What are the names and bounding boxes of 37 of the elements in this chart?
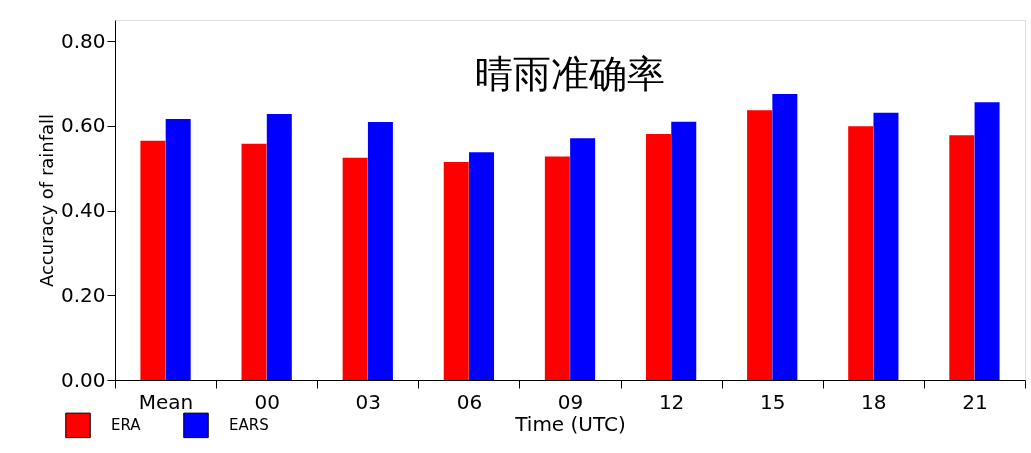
bar bbox=[747, 110, 773, 380]
bar bbox=[671, 121, 697, 380]
bar bbox=[342, 157, 368, 380]
text: 晴雨准确率 bbox=[475, 52, 665, 96]
legend-label: ERA bbox=[111, 416, 142, 435]
bar bbox=[367, 122, 393, 380]
y-tick-label: 0.40 bbox=[60, 198, 106, 223]
x-tick-label: 03 bbox=[355, 389, 381, 414]
bar bbox=[974, 102, 1000, 380]
x-axis-title: Time (UTC) bbox=[514, 411, 626, 436]
x-tick-label: 12 bbox=[658, 389, 685, 414]
bar bbox=[949, 135, 975, 380]
y-tick-label: 0.00 bbox=[60, 367, 106, 392]
x-tick-label: 09 bbox=[557, 389, 584, 414]
x-tick-label: 00 bbox=[254, 389, 280, 414]
bar bbox=[140, 140, 166, 380]
legend-label: EARS bbox=[229, 416, 269, 435]
x-tick-label: Mean bbox=[138, 389, 194, 414]
bar bbox=[469, 152, 495, 380]
y-axis-title: Accuracy of rainfall bbox=[35, 113, 57, 288]
y-tick-label: 0.80 bbox=[60, 28, 106, 53]
bar bbox=[443, 161, 469, 380]
bar bbox=[570, 138, 596, 380]
bar bbox=[165, 119, 191, 380]
x-tick-label: 18 bbox=[861, 389, 887, 414]
bar bbox=[241, 143, 267, 380]
x-tick-label: 15 bbox=[760, 389, 786, 414]
bar bbox=[266, 114, 292, 380]
bar bbox=[848, 126, 874, 380]
bar bbox=[544, 156, 570, 380]
x-tick-label: 06 bbox=[456, 389, 483, 414]
y-tick-label: 0.20 bbox=[60, 282, 106, 307]
bar bbox=[772, 94, 798, 380]
x-tick-label: 21 bbox=[962, 389, 988, 414]
bar bbox=[873, 112, 899, 380]
bar bbox=[645, 133, 671, 380]
y-tick-label: 0.60 bbox=[60, 113, 106, 138]
